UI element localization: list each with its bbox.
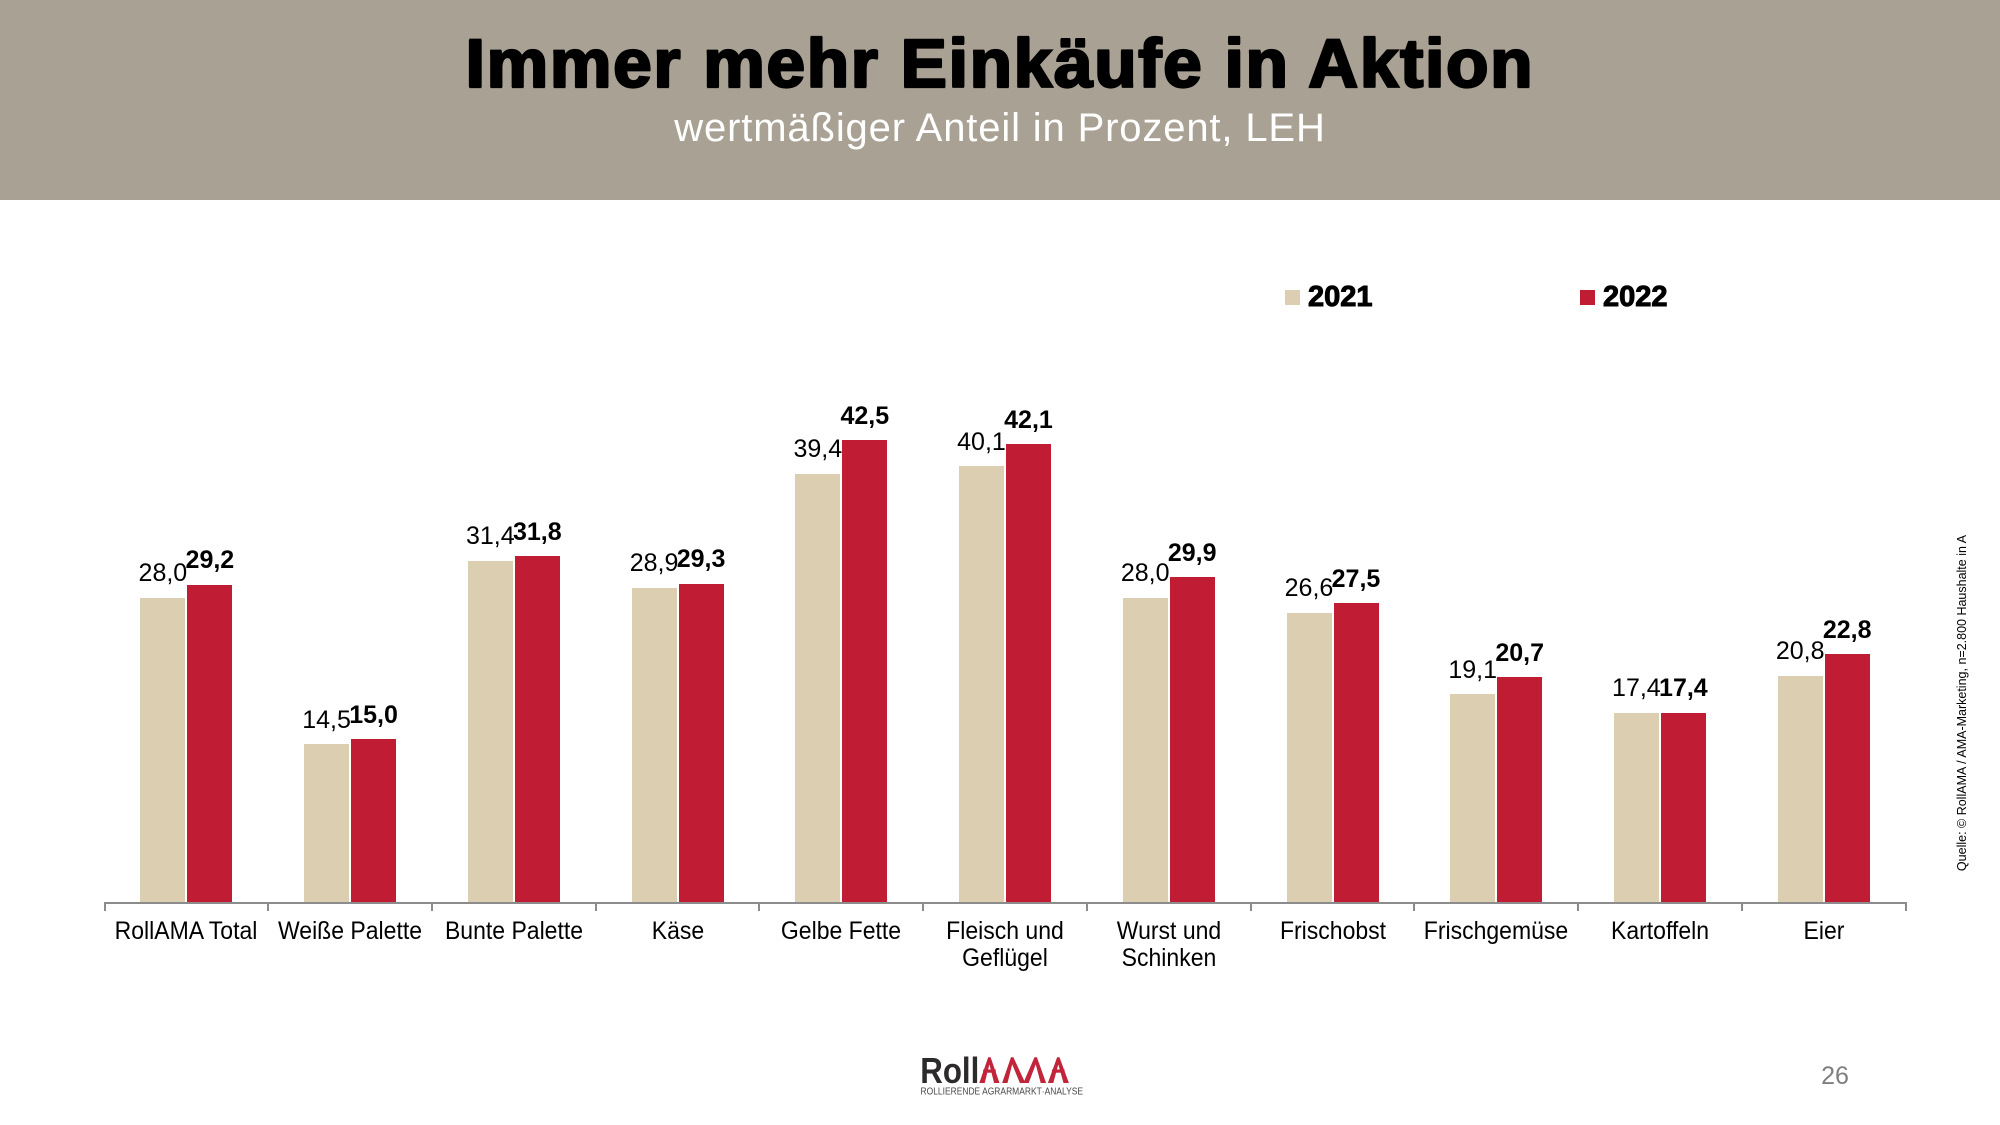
svg-text:Roll: Roll [920,1050,979,1091]
svg-text:ROLLIERENDE AGRARMARKT·ANALYSE: ROLLIERENDE AGRARMARKT·ANALYSE [921,1087,1084,1098]
